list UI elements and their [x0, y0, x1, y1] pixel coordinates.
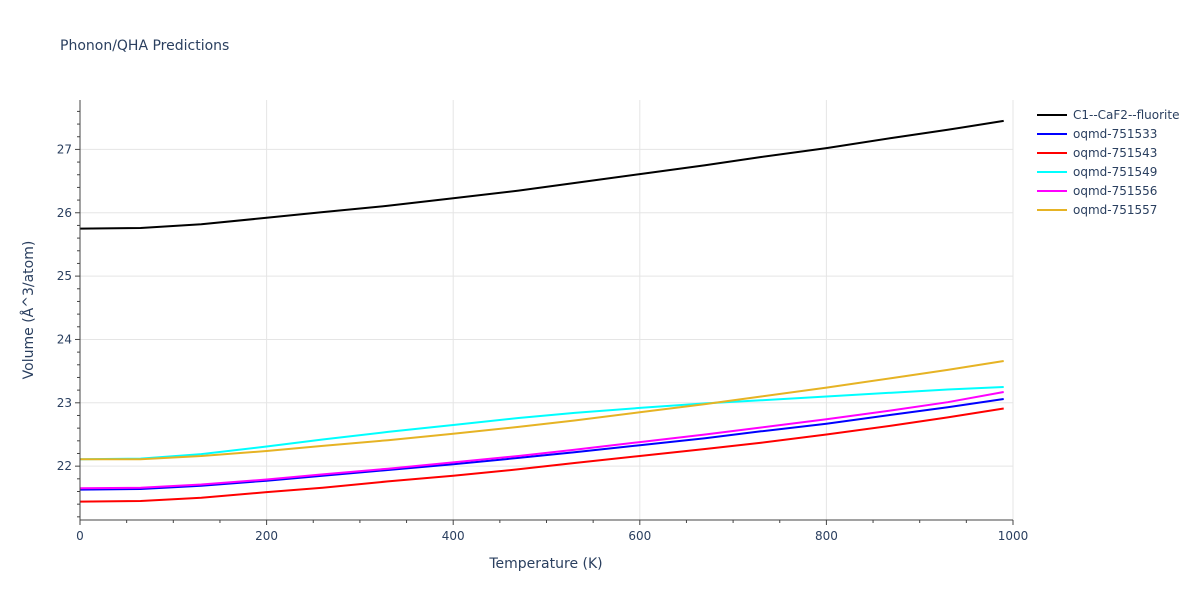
- y-tick-label: 24: [57, 332, 72, 346]
- legend-item[interactable]: oqmd-751543: [1037, 146, 1157, 160]
- series-line-oqmd-751533: [79, 398, 1004, 491]
- legend-item[interactable]: C1--CaF2--fluorite: [1037, 108, 1179, 122]
- x-axis-title: Temperature (K): [488, 556, 602, 572]
- series-line-oqmd-751543: [79, 407, 1004, 503]
- legend-label: oqmd-751549: [1073, 165, 1157, 179]
- x-tick-label: 200: [255, 529, 278, 543]
- legend-label: C1--CaF2--fluorite: [1073, 108, 1179, 122]
- legend-item[interactable]: oqmd-751556: [1037, 184, 1157, 198]
- y-tick-label: 25: [57, 269, 72, 283]
- chart-title: Phonon/QHA Predictions: [60, 38, 229, 54]
- legend-label: oqmd-751557: [1073, 203, 1157, 217]
- series-line-oqmd-751549: [79, 386, 1004, 461]
- legend-label: oqmd-751556: [1073, 184, 1157, 198]
- x-tick-label: 1000: [998, 529, 1029, 543]
- x-tick-label: 600: [628, 529, 651, 543]
- x-tick-label: 800: [815, 529, 838, 543]
- series-line-oqmd-751557: [80, 360, 1004, 461]
- y-tick-label: 26: [57, 206, 72, 220]
- series-layer: [79, 119, 1004, 503]
- legend-item[interactable]: oqmd-751549: [1037, 165, 1157, 179]
- series-line-C1--CaF2--fluorite: [79, 119, 1004, 230]
- legend-label: oqmd-751533: [1073, 127, 1157, 141]
- legend-label: oqmd-751543: [1073, 146, 1157, 160]
- legend-item[interactable]: oqmd-751533: [1037, 127, 1157, 141]
- x-tick-label: 0: [76, 529, 84, 543]
- y-tick-label: 22: [57, 459, 72, 473]
- y-tick-label: 23: [57, 396, 72, 410]
- y-tick-label: 27: [57, 142, 72, 156]
- legend-item[interactable]: oqmd-751557: [1037, 203, 1157, 217]
- x-tick-label: 400: [442, 529, 465, 543]
- y-axis-title: Volume (Å^3/atom): [20, 241, 37, 380]
- legend[interactable]: C1--CaF2--fluorite oqmd-751533 oqmd-751543…: [1037, 108, 1179, 217]
- grid-layer: [80, 100, 1014, 520]
- axis-layer: 0 200 400 600 800 1000 22 23 24 25 26 27: [57, 100, 1029, 543]
- series-line-oqmd-751556: [79, 391, 1004, 490]
